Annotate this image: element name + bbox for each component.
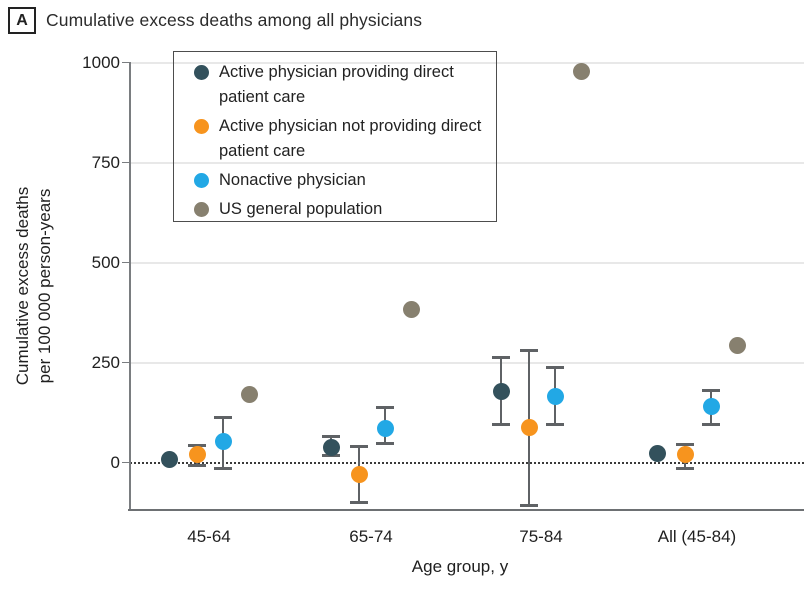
error-bar-cap-bottom	[702, 423, 720, 426]
y-tick-label-750: 750	[91, 152, 120, 172]
panel-label: A	[8, 7, 36, 34]
gridline-750	[129, 161, 804, 164]
error-bar-cap-top	[214, 416, 232, 419]
y-tick-label-0: 0	[110, 452, 120, 472]
zero-baseline	[130, 461, 804, 464]
data-point	[648, 444, 666, 462]
error-bar-cap-top	[676, 443, 694, 446]
x-category-label-1: 65-74	[349, 527, 393, 546]
y-axis-title-line1: Cumulative excess deaths	[13, 186, 32, 386]
error-bar-cap-bottom	[376, 442, 394, 445]
legend-swatch-icon	[194, 65, 209, 80]
error-bar-cap-top	[350, 445, 368, 448]
y-tick-label-1000: 1000	[82, 52, 120, 72]
legend-item-2: Nonactive physician	[186, 168, 486, 193]
y-axis-line	[129, 61, 131, 510]
error-bar-cap-top	[492, 356, 510, 359]
gridline-250	[129, 361, 804, 364]
y-tick-label-500: 500	[91, 252, 120, 272]
x-category-label-3: All (45-84)	[657, 527, 737, 546]
legend-swatch-icon	[194, 173, 209, 188]
y-tick-750	[122, 161, 129, 164]
data-point	[214, 433, 232, 451]
error-bar-cap-top	[376, 406, 394, 409]
data-point	[546, 388, 564, 405]
legend-label: US general population	[219, 200, 383, 218]
y-tick-1000	[122, 61, 129, 64]
error-bar-cap-bottom	[214, 467, 232, 470]
error-bar-cap-bottom	[676, 467, 694, 470]
gridline-1000	[129, 61, 804, 64]
data-point	[160, 450, 178, 468]
data-point	[702, 398, 720, 415]
data-point	[520, 418, 538, 436]
error-bar-cap-bottom	[188, 464, 206, 467]
data-point	[402, 300, 420, 318]
y-tick-500	[122, 261, 129, 264]
y-tick-250	[122, 361, 129, 364]
y-axis-title: Cumulative excess deaths per 100 000 per…	[12, 187, 56, 385]
error-bar-cap-bottom	[350, 501, 368, 504]
x-axis-line	[128, 509, 804, 511]
gridline-500	[129, 261, 804, 264]
data-point	[188, 446, 206, 463]
legend-label: Active physician providing direct patien…	[219, 63, 454, 106]
data-point	[572, 63, 590, 81]
y-tick-0	[122, 461, 129, 464]
error-bar-cap-bottom	[546, 423, 564, 426]
legend-swatch-icon	[194, 119, 209, 134]
x-category-label-0: 45-64	[187, 527, 231, 546]
data-point	[492, 382, 510, 400]
legend-label: Nonactive physician	[219, 171, 366, 189]
legend: Active physician providing direct patien…	[173, 51, 497, 222]
legend-swatch-icon	[194, 202, 209, 217]
data-point	[376, 419, 394, 437]
legend-item-3: US general population	[186, 197, 486, 222]
data-point	[676, 446, 694, 463]
data-point	[322, 438, 340, 456]
error-bar-cap-top	[520, 349, 538, 352]
figure-title: Cumulative excess deaths among all physi…	[46, 10, 423, 30]
error-bar-cap-top	[546, 366, 564, 369]
legend-item-1: Active physician not providing direct pa…	[186, 114, 486, 164]
error-bar-cap-top	[188, 444, 206, 447]
error-bar-cap-bottom	[520, 504, 538, 507]
x-category-label-2: 75-84	[519, 527, 563, 546]
x-axis-title: Age group, y	[411, 557, 509, 576]
data-point	[350, 466, 368, 483]
legend-item-0: Active physician providing direct patien…	[186, 60, 486, 110]
data-point	[240, 386, 258, 403]
y-axis-title-line2: per 100 000 person-years	[35, 188, 54, 384]
data-point	[728, 336, 746, 354]
error-bar-cap-top	[702, 389, 720, 392]
error-bar-cap-top	[322, 435, 340, 438]
error-bar-cap-bottom	[492, 423, 510, 426]
legend-label: Active physician not providing direct pa…	[219, 117, 482, 160]
y-tick-label-250: 250	[91, 352, 120, 372]
